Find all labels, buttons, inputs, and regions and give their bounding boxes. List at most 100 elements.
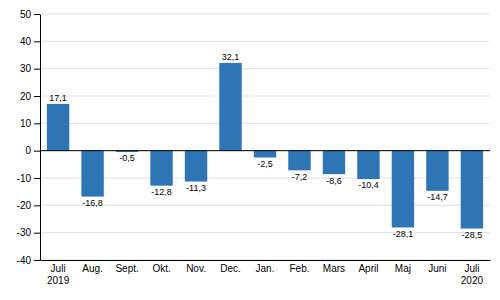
tick-label: April: [358, 263, 378, 274]
x-axis: Juli2019Aug.Sept.Okt.Nov.Dec.Jan.Feb.Mar…: [41, 260, 491, 286]
data-label: -7,2: [292, 172, 308, 182]
tick: Jan.: [256, 260, 275, 274]
tick-label: -10: [17, 173, 32, 184]
data-label: -11,3: [186, 183, 206, 193]
tick-label: 40: [20, 36, 32, 47]
data-label: -2,5: [257, 159, 273, 169]
tick-label-line: 2020: [461, 275, 484, 286]
tick: Nov.: [186, 260, 206, 274]
tick-label-line: Maj: [395, 263, 411, 274]
grid-line: [40, 150, 490, 151]
tick-label-line: Sept.: [115, 263, 138, 274]
tick: -40: [17, 255, 40, 266]
tick-label-line: Nov.: [186, 263, 206, 274]
tick-label-line: Dec.: [220, 263, 241, 274]
tick: -10: [17, 173, 40, 184]
grid-line: [40, 68, 490, 69]
tick-label-line: April: [358, 263, 378, 274]
tick-label-line: Feb.: [289, 263, 309, 274]
bar: [323, 151, 345, 175]
tick: 0: [25, 145, 40, 156]
tick: Juli2020: [461, 260, 484, 286]
tick-mark: [34, 123, 40, 124]
data-label: -0,5: [119, 153, 135, 163]
tick: -20: [17, 200, 40, 211]
data-labels: 17,1-16,8-0,5-12,8-11,332,1-2,5-7,2-8,6-…: [49, 52, 482, 240]
tick-label-line: 2019: [47, 275, 70, 286]
tick-label: Dec.: [220, 263, 241, 274]
data-label: -14,7: [427, 192, 448, 202]
grid-line: [40, 123, 490, 124]
tick-label: Nov.: [186, 263, 206, 274]
tick-label-line: Juli: [464, 263, 479, 274]
data-label: -28,5: [462, 230, 483, 240]
tick-mark: [34, 151, 40, 152]
tick-label: 50: [20, 9, 32, 20]
bar: [357, 151, 379, 179]
tick: 50: [20, 9, 40, 20]
bar: [392, 151, 414, 228]
chart: -40-30-20-1001020304050Juli2019Aug.Sept.…: [0, 0, 500, 300]
tick-label: Maj: [395, 263, 411, 274]
plot: -40-30-20-1001020304050Juli2019Aug.Sept.…: [17, 9, 491, 286]
grid-line: [40, 41, 490, 42]
data-label: -28,1: [393, 229, 414, 239]
tick-label: Aug.: [82, 263, 103, 274]
grid-line: [40, 96, 490, 97]
bar: [81, 151, 103, 197]
axis-line: [41, 260, 491, 261]
tick: -30: [17, 227, 40, 238]
tick-mark: [34, 69, 40, 70]
tick-label-line: Mars: [323, 263, 345, 274]
tick-mark: [34, 260, 40, 261]
tick: Okt.: [152, 260, 170, 274]
y-axis: -40 -30 -20 -10 0 10 20 30 40 50: [17, 9, 41, 266]
tick-mark: [34, 96, 40, 97]
tick-label: Mars: [323, 263, 345, 274]
bar: [288, 151, 310, 171]
tick: Sept.: [115, 260, 138, 274]
bar: [461, 151, 483, 229]
tick: Maj: [395, 260, 411, 274]
tick-label: 30: [20, 63, 32, 74]
data-label: 17,1: [49, 93, 67, 103]
grid: [40, 14, 490, 260]
tick: 30: [20, 63, 40, 74]
grid-line: [40, 260, 490, 261]
zero-line: [40, 150, 490, 151]
axis-line: [40, 15, 41, 261]
bar: [426, 151, 448, 191]
bar: [254, 151, 276, 158]
tick-label: Sept.: [115, 263, 138, 274]
tick: Feb.: [289, 260, 309, 274]
tick: 40: [20, 36, 40, 47]
tick-mark: [34, 178, 40, 179]
tick-label: Okt.: [152, 263, 170, 274]
tick-label: 10: [20, 118, 32, 129]
grid-line: [40, 232, 490, 233]
grid-line: [40, 205, 490, 206]
data-label: -8,6: [326, 176, 342, 186]
tick: Juli2019: [47, 260, 70, 286]
tick-label-line: Juli: [51, 263, 66, 274]
data-label: 32,1: [222, 52, 240, 62]
tick: 20: [20, 91, 40, 102]
tick: April: [358, 260, 378, 274]
tick-label: -30: [17, 227, 32, 238]
tick-label: Juni: [428, 263, 446, 274]
tick: Mars: [323, 260, 345, 274]
grid-line: [40, 14, 490, 15]
tick: Dec.: [220, 260, 241, 274]
tick-mark: [34, 41, 40, 42]
grid-line: [40, 178, 490, 179]
tick-label-line: Aug.: [82, 263, 103, 274]
bar: [219, 63, 241, 151]
tick-label: 0: [25, 145, 31, 156]
bar: [47, 104, 69, 151]
bar: [185, 151, 207, 182]
tick-label-line: Okt.: [152, 263, 170, 274]
tick-label: 20: [20, 91, 32, 102]
tick: 10: [20, 118, 40, 129]
tick-label-line: Juni: [428, 263, 446, 274]
bars: [47, 63, 483, 229]
